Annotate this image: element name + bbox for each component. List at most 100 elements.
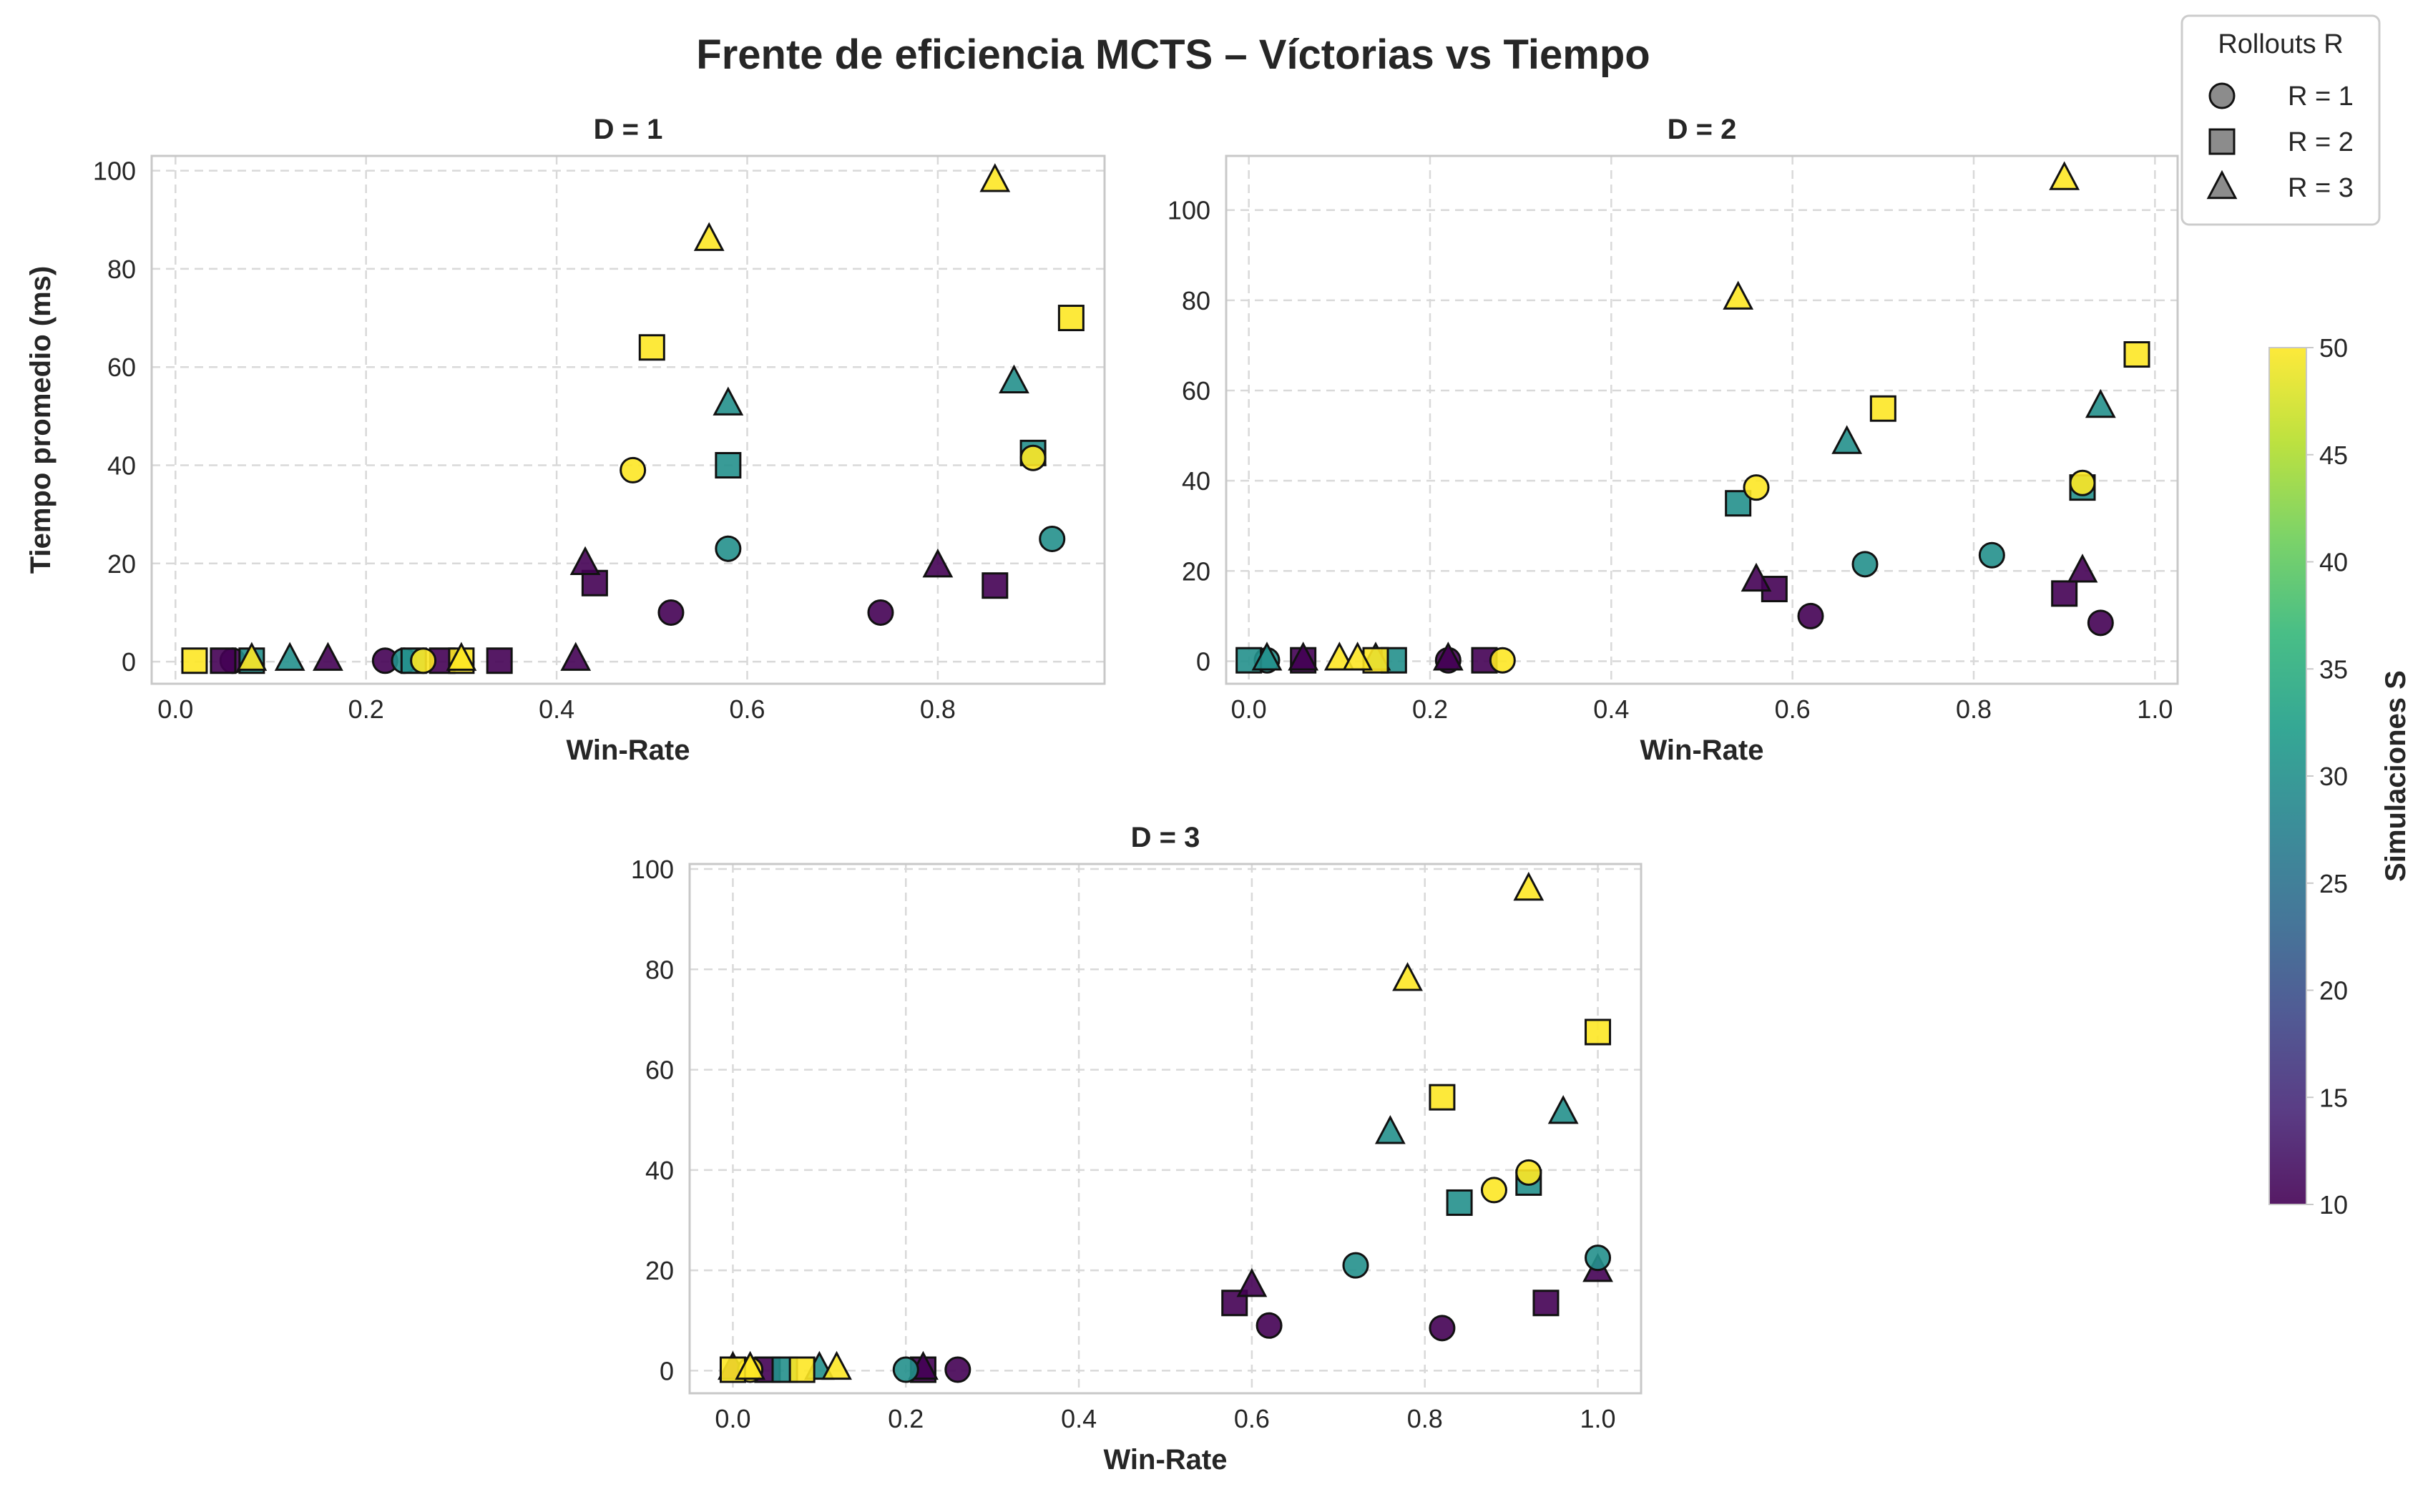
y-tick-label: 100 <box>1168 196 1210 225</box>
data-point <box>1480 1177 1507 1204</box>
data-point <box>410 647 437 674</box>
colorbar-tick-label: 35 <box>2319 654 2348 684</box>
data-point <box>1374 1115 1406 1144</box>
x-tick-label: 1.0 <box>2137 694 2173 724</box>
data-point <box>657 599 685 626</box>
data-point <box>638 334 665 361</box>
data-point <box>735 1350 766 1380</box>
y-tick-label: 40 <box>645 1156 674 1185</box>
data-point <box>620 456 647 483</box>
plot-frame <box>150 154 1106 685</box>
data-point <box>1723 280 1754 310</box>
data-point <box>1515 1159 1542 1186</box>
x-tick-label: 0.6 <box>1234 1404 1270 1433</box>
data-point <box>1342 1252 1369 1279</box>
x-tick-label: 0.4 <box>1061 1404 1097 1433</box>
colorbar: 10 15 20 25 30 35 40 45 50 Simulaciones S <box>2268 333 2412 1219</box>
subplots: 0.0 0.2 0.4 0.6 0.8 0 20 40 60 80 100 D = 1 Win-Rate… <box>25 114 2179 1476</box>
legend-marker-square <box>2208 128 2236 155</box>
scatter-points <box>718 871 1613 1383</box>
y-tick-label: 40 <box>107 451 136 481</box>
data-point <box>1221 1290 1248 1317</box>
x-tick-label: 0.4 <box>1593 694 1629 724</box>
data-point <box>560 642 592 671</box>
y-tick-label: 0 <box>1196 647 1210 676</box>
data-point <box>210 647 237 674</box>
colorbar-tick-label: 45 <box>2319 441 2348 470</box>
data-point <box>1547 1094 1579 1124</box>
data-point <box>1743 474 1770 501</box>
scatter-points <box>181 163 1085 674</box>
data-point <box>1432 642 1464 671</box>
x-tick-label: 0.2 <box>888 1404 924 1433</box>
x-tick-label: 0.8 <box>1407 1404 1443 1433</box>
colorbar-tick-label: 50 <box>2319 333 2348 363</box>
data-point <box>1585 1245 1612 1272</box>
y-tick-label: 0 <box>660 1356 674 1385</box>
data-point <box>1342 642 1374 671</box>
data-point <box>1236 1267 1268 1297</box>
data-point <box>236 642 268 671</box>
y-tick-label: 60 <box>645 1056 674 1085</box>
legend: Rollouts R R = 1 R = 2 R = 3 <box>2180 14 2381 226</box>
grid <box>152 156 1105 684</box>
data-point <box>999 364 1029 393</box>
y-tick-label: 100 <box>93 157 136 186</box>
data-point <box>715 535 742 562</box>
subplot-title: D = 1 <box>594 114 663 145</box>
data-point <box>713 386 744 416</box>
legend-title: Rollouts R <box>2218 29 2343 59</box>
data-point <box>2051 580 2078 607</box>
data-point <box>2069 469 2096 496</box>
data-point <box>2067 554 2098 583</box>
subplot-1: 0.0 0.2 0.4 0.6 0.8 0 20 40 60 80 100 D = 1 Win-Rate… <box>25 114 1106 766</box>
y-tick-label: 20 <box>1182 556 1210 586</box>
data-point <box>1019 444 1047 471</box>
y-tick-label: 20 <box>107 549 136 579</box>
colorbar-tick-label: 25 <box>2319 869 2348 898</box>
colorbar-tick-label: 40 <box>2319 548 2348 577</box>
x-axis-label: Win-Rate <box>1104 1444 1228 1476</box>
y-tick-label: 80 <box>645 955 674 984</box>
data-point <box>693 222 725 251</box>
x-tick-label: 0.2 <box>348 694 384 724</box>
plot-frame <box>1225 154 2179 685</box>
legend-marker-triangle <box>2206 170 2238 200</box>
data-point <box>1057 305 1085 332</box>
grid <box>1226 156 2178 684</box>
y-axis-label: Tiempo promedio (ms) <box>25 266 57 574</box>
x-tick-label: 0.8 <box>1956 694 1992 724</box>
y-tick-label: 60 <box>107 353 136 382</box>
data-point <box>1585 1018 1612 1046</box>
data-point <box>2049 161 2080 190</box>
colorbar-tick-label: 15 <box>2319 1083 2348 1112</box>
data-point <box>867 599 894 626</box>
x-tick-label: 0.0 <box>715 1404 750 1433</box>
colorbar-gradient <box>2268 347 2307 1205</box>
data-point <box>1513 871 1545 901</box>
x-tick-label: 0.4 <box>539 694 574 724</box>
x-tick-label: 0.6 <box>1775 694 1811 724</box>
subplot-3: 0.0 0.2 0.4 0.6 0.8 1.0 0 20 40 60 80 100 D = 3 Win-R… <box>631 822 1643 1476</box>
y-tick-label: 80 <box>1182 286 1210 315</box>
x-axis-label: Win-Rate <box>567 735 690 766</box>
data-point <box>569 546 601 576</box>
data-point <box>2123 341 2150 368</box>
data-point <box>1039 525 1066 552</box>
data-point <box>274 642 305 671</box>
data-point <box>1489 647 1516 674</box>
data-point <box>1323 642 1355 671</box>
data-point <box>821 1350 852 1380</box>
data-point <box>1831 425 1863 454</box>
data-point <box>1446 1189 1473 1216</box>
legend-entry-label: R = 3 <box>2288 173 2354 203</box>
data-point <box>1392 962 1423 991</box>
data-point <box>313 642 343 671</box>
y-tick-label: 20 <box>645 1256 674 1285</box>
data-point <box>944 1356 971 1383</box>
data-point <box>1851 551 1879 578</box>
data-point <box>788 1356 816 1383</box>
x-axis-label: Win-Rate <box>1640 735 1764 766</box>
data-point <box>1255 1312 1283 1339</box>
